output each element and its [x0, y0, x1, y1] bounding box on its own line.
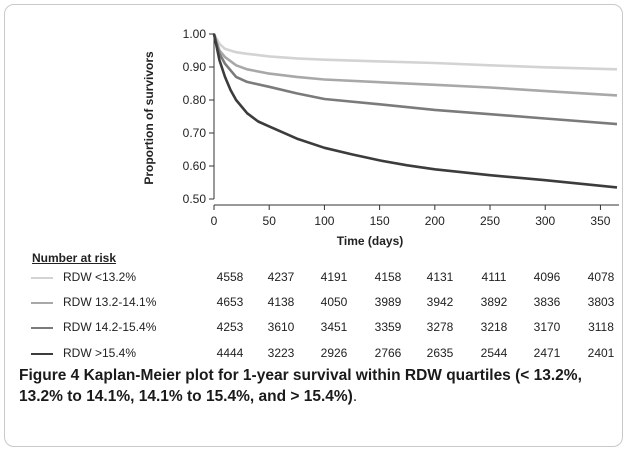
x-tick-label: 200 — [425, 214, 445, 228]
risk-row-label: RDW >15.4% — [63, 346, 137, 360]
risk-count-cell: 4237 — [267, 270, 295, 284]
risk-count-cell: 4050 — [320, 295, 348, 309]
x-tick-label: 50 — [263, 214, 277, 228]
risk-count-cell: 3218 — [480, 320, 508, 334]
x-tick-label: 350 — [590, 214, 610, 228]
x-tick-label: 0 — [211, 214, 218, 228]
caption-figure-number: Figure 4 — [19, 367, 80, 384]
figure-caption: Figure 4 Kaplan-Meier plot for 1-year su… — [19, 365, 611, 407]
risk-count-cell: 2471 — [533, 346, 561, 360]
x-axis-title: Time (days) — [337, 234, 403, 248]
risk-count-cell: 2544 — [480, 346, 508, 360]
risk-count-cell: 3223 — [267, 346, 295, 360]
x-tick-label: 250 — [480, 214, 500, 228]
survival-curve-2 — [212, 33, 618, 97]
risk-count-cell: 3989 — [374, 295, 402, 309]
caption-end: . — [352, 388, 358, 405]
risk-count-cell: 4653 — [216, 295, 244, 309]
risk-row: RDW <13.2% 4558 4237 4191 4158 4131 4111 4096 40… — [5, 269, 624, 287]
survival-curve-4 — [212, 33, 618, 189]
survival-curve-1 — [212, 33, 618, 71]
risk-count-cell: 3610 — [267, 320, 295, 334]
risk-count-cell: 4131 — [426, 270, 454, 284]
legend-line-swatch — [31, 327, 53, 329]
risk-count-cell: 2926 — [320, 346, 348, 360]
y-tick-label: 1.00 — [183, 27, 207, 41]
y-tick-label: 0.90 — [183, 60, 207, 74]
figure-panel: 0.50 0.60 0.70 0.80 0.90 1.00 0 50 100 150 200 250 3… — [4, 4, 623, 447]
risk-count-cell: 2635 — [426, 346, 454, 360]
risk-count-cell: 4253 — [216, 320, 244, 334]
risk-count-cell: 4191 — [320, 270, 348, 284]
risk-count-cell: 4096 — [533, 270, 561, 284]
survival-curves — [212, 33, 618, 189]
x-tick-label: 100 — [314, 214, 334, 228]
risk-count-cell: 3451 — [320, 320, 348, 334]
risk-count-cell: 3359 — [374, 320, 402, 334]
caption-text: Kaplan-Meier plot for 1-year survival wi… — [19, 367, 582, 405]
risk-row-label: RDW 13.2-14.1% — [63, 295, 157, 309]
risk-row-label: RDW 14.2-15.4% — [63, 320, 157, 334]
y-tick-label: 0.50 — [183, 192, 207, 206]
risk-row: RDW >15.4% 4444 3223 2926 2766 2635 2544 2471 24… — [5, 345, 624, 363]
risk-count-cell: 2401 — [587, 346, 615, 360]
risk-count-cell: 3836 — [533, 295, 561, 309]
y-tick-label: 0.70 — [183, 126, 207, 140]
risk-count-cell: 4078 — [587, 270, 615, 284]
y-tick-label: 0.60 — [183, 159, 207, 173]
risk-count-cell: 2766 — [374, 346, 402, 360]
number-at-risk-table: RDW <13.2% 4558 4237 4191 4158 4131 4111 4096 40… — [5, 267, 624, 363]
risk-count-cell: 4111 — [481, 270, 507, 284]
risk-row: RDW 13.2-14.1% 4653 4138 4050 3989 3942 3892 38… — [5, 294, 624, 312]
risk-count-cell: 3170 — [533, 320, 561, 334]
legend-line-swatch — [31, 353, 53, 355]
risk-count-cell: 3803 — [587, 295, 615, 309]
x-tick-label: 150 — [370, 214, 390, 228]
risk-table-title: Number at risk — [32, 251, 117, 265]
risk-row: RDW 14.2-15.4% 4253 3610 3451 3359 3278 3218 31… — [5, 319, 624, 337]
chart-axes: 0.50 0.60 0.70 0.80 0.90 1.00 0 50 100 150 200 250 3… — [183, 27, 619, 228]
risk-count-cell: 3892 — [480, 295, 508, 309]
risk-count-cell: 4444 — [216, 346, 244, 360]
x-tick-label: 300 — [535, 214, 555, 228]
risk-count-cell: 3278 — [426, 320, 454, 334]
survival-chart: 0.50 0.60 0.70 0.80 0.90 1.00 0 50 100 150 200 250 3… — [142, 27, 619, 248]
legend-line-swatch — [31, 302, 53, 304]
survival-curve-3 — [212, 33, 618, 126]
y-axis-title: Proportion of survivors — [142, 51, 156, 185]
risk-count-cell: 3118 — [588, 320, 614, 334]
y-tick-label: 0.80 — [183, 93, 207, 107]
risk-count-cell: 4138 — [267, 295, 295, 309]
risk-row-label: RDW <13.2% — [63, 270, 137, 284]
risk-count-cell: 3942 — [426, 295, 454, 309]
legend-line-swatch — [31, 277, 53, 279]
risk-count-cell: 4558 — [216, 270, 244, 284]
risk-count-cell: 4158 — [374, 270, 402, 284]
